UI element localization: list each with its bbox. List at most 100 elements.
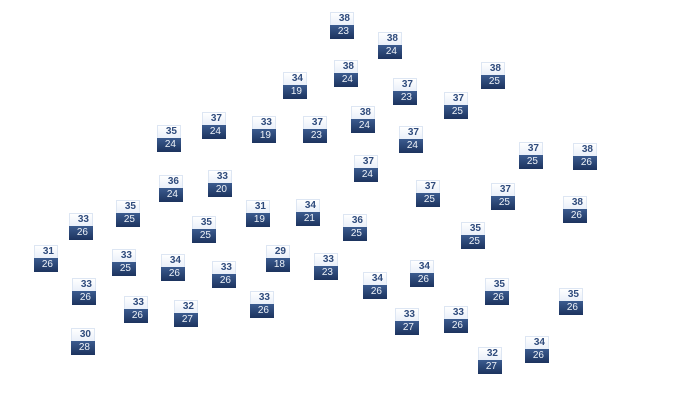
high-temp: 33 bbox=[208, 170, 232, 183]
temperature-marker[interactable]: 35 26 bbox=[559, 288, 583, 316]
temperature-marker[interactable]: 33 26 bbox=[250, 291, 274, 319]
temperature-marker[interactable]: 34 26 bbox=[525, 336, 549, 364]
temperature-marker[interactable]: 33 23 bbox=[314, 253, 338, 281]
temperature-marker[interactable]: 37 25 bbox=[491, 183, 515, 211]
temperature-marker[interactable]: 33 25 bbox=[112, 249, 136, 277]
temperature-marker[interactable]: 35 26 bbox=[485, 278, 509, 306]
low-temp: 26 bbox=[525, 349, 549, 363]
high-temp: 36 bbox=[159, 175, 183, 188]
temperature-marker[interactable]: 32 27 bbox=[478, 347, 502, 375]
high-temp: 37 bbox=[491, 183, 515, 196]
low-temp: 26 bbox=[34, 258, 58, 272]
high-temp: 37 bbox=[519, 142, 543, 155]
high-temp: 35 bbox=[461, 222, 485, 235]
temperature-marker[interactable]: 37 25 bbox=[444, 92, 468, 120]
temperature-marker[interactable]: 33 27 bbox=[395, 308, 419, 336]
temperature-marker[interactable]: 33 19 bbox=[252, 116, 276, 144]
high-temp: 37 bbox=[202, 112, 226, 125]
high-temp: 34 bbox=[161, 254, 185, 267]
high-temp: 35 bbox=[485, 278, 509, 291]
temperature-marker[interactable]: 37 23 bbox=[393, 78, 417, 106]
temperature-marker[interactable]: 30 28 bbox=[71, 328, 95, 356]
temperature-marker[interactable]: 33 26 bbox=[212, 261, 236, 289]
low-temp: 23 bbox=[303, 129, 327, 143]
low-temp: 26 bbox=[559, 301, 583, 315]
high-temp: 30 bbox=[71, 328, 95, 341]
temperature-marker[interactable]: 32 27 bbox=[174, 300, 198, 328]
low-temp: 24 bbox=[354, 168, 378, 182]
low-temp: 26 bbox=[410, 273, 434, 287]
temperature-marker[interactable]: 33 26 bbox=[69, 213, 93, 241]
temperature-marker[interactable]: 31 26 bbox=[34, 245, 58, 273]
low-temp: 21 bbox=[296, 212, 320, 226]
high-temp: 38 bbox=[334, 60, 358, 73]
low-temp: 19 bbox=[283, 85, 307, 99]
temperature-marker[interactable]: 35 25 bbox=[192, 216, 216, 244]
temperature-marker[interactable]: 36 25 bbox=[343, 214, 367, 242]
low-temp: 19 bbox=[252, 129, 276, 143]
high-temp: 38 bbox=[351, 106, 375, 119]
low-temp: 24 bbox=[157, 138, 181, 152]
high-temp: 33 bbox=[252, 116, 276, 129]
low-temp: 24 bbox=[399, 139, 423, 153]
high-temp: 37 bbox=[399, 126, 423, 139]
low-temp: 24 bbox=[202, 125, 226, 139]
temperature-marker[interactable]: 34 26 bbox=[410, 260, 434, 288]
temperature-marker[interactable]: 34 26 bbox=[363, 272, 387, 300]
temperature-marker[interactable]: 38 24 bbox=[351, 106, 375, 134]
low-temp: 25 bbox=[112, 262, 136, 276]
low-temp: 25 bbox=[519, 155, 543, 169]
high-temp: 32 bbox=[174, 300, 198, 313]
temperature-marker[interactable]: 34 19 bbox=[283, 72, 307, 100]
high-temp: 35 bbox=[559, 288, 583, 301]
temperature-marker[interactable]: 33 26 bbox=[72, 278, 96, 306]
high-temp: 33 bbox=[395, 308, 419, 321]
temperature-marker[interactable]: 31 19 bbox=[246, 200, 270, 228]
temperature-marker[interactable]: 35 25 bbox=[461, 222, 485, 250]
temperature-marker[interactable]: 35 25 bbox=[116, 200, 140, 228]
low-temp: 24 bbox=[334, 73, 358, 87]
temperature-marker[interactable]: 37 24 bbox=[202, 112, 226, 140]
temperature-marker[interactable]: 38 26 bbox=[573, 143, 597, 171]
temperature-marker[interactable]: 37 24 bbox=[354, 155, 378, 183]
temperature-marker[interactable]: 38 23 bbox=[330, 12, 354, 40]
temperature-marker[interactable]: 37 24 bbox=[399, 126, 423, 154]
temperature-marker[interactable]: 33 26 bbox=[124, 296, 148, 324]
low-temp: 25 bbox=[343, 227, 367, 241]
temperature-marker[interactable]: 37 25 bbox=[416, 180, 440, 208]
high-temp: 33 bbox=[250, 291, 274, 304]
high-temp: 33 bbox=[69, 213, 93, 226]
low-temp: 23 bbox=[393, 91, 417, 105]
temperature-marker[interactable]: 37 23 bbox=[303, 116, 327, 144]
high-temp: 36 bbox=[343, 214, 367, 227]
low-temp: 25 bbox=[481, 75, 505, 89]
low-temp: 24 bbox=[351, 119, 375, 133]
temperature-marker[interactable]: 33 20 bbox=[208, 170, 232, 198]
temperature-marker[interactable]: 33 26 bbox=[444, 306, 468, 334]
temperature-marker[interactable]: 38 25 bbox=[481, 62, 505, 90]
low-temp: 18 bbox=[266, 258, 290, 272]
high-temp: 34 bbox=[363, 272, 387, 285]
temperature-marker[interactable]: 37 25 bbox=[519, 142, 543, 170]
high-temp: 35 bbox=[116, 200, 140, 213]
low-temp: 25 bbox=[461, 235, 485, 249]
temperature-marker[interactable]: 29 18 bbox=[266, 245, 290, 273]
temperature-marker[interactable]: 34 21 bbox=[296, 199, 320, 227]
low-temp: 25 bbox=[416, 193, 440, 207]
high-temp: 33 bbox=[444, 306, 468, 319]
temperature-marker[interactable]: 36 24 bbox=[159, 175, 183, 203]
high-temp: 34 bbox=[296, 199, 320, 212]
temperature-marker[interactable]: 35 24 bbox=[157, 125, 181, 153]
low-temp: 25 bbox=[116, 213, 140, 227]
high-temp: 33 bbox=[124, 296, 148, 309]
temperature-marker[interactable]: 38 24 bbox=[378, 32, 402, 60]
high-temp: 34 bbox=[525, 336, 549, 349]
high-temp: 33 bbox=[314, 253, 338, 266]
high-temp: 34 bbox=[410, 260, 434, 273]
high-temp: 31 bbox=[34, 245, 58, 258]
high-temp: 38 bbox=[573, 143, 597, 156]
temperature-marker[interactable]: 34 26 bbox=[161, 254, 185, 282]
temperature-marker[interactable]: 38 24 bbox=[334, 60, 358, 88]
high-temp: 29 bbox=[266, 245, 290, 258]
temperature-marker[interactable]: 38 26 bbox=[563, 196, 587, 224]
